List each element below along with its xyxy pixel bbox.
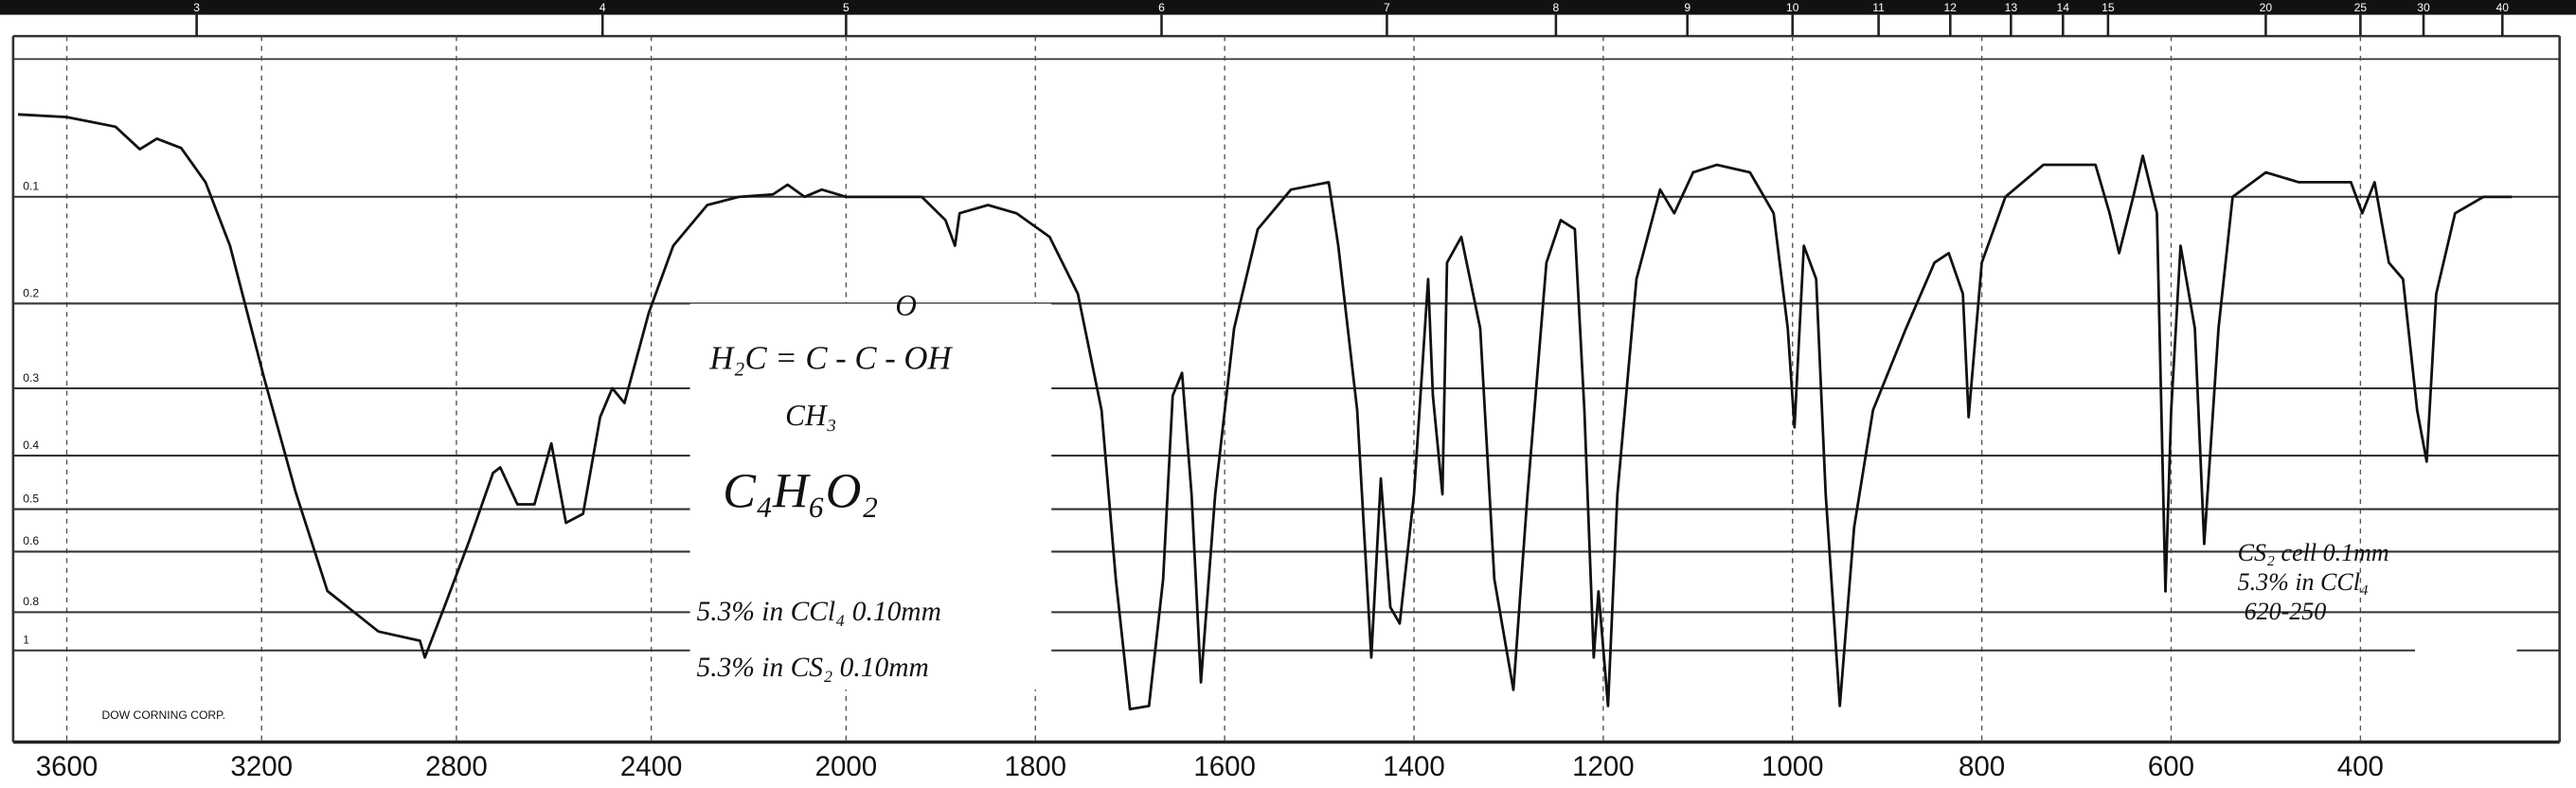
label-patch: [2415, 620, 2517, 736]
x2-tick-label: 6: [1158, 1, 1165, 14]
x-tick-label: 1200: [1572, 751, 1635, 782]
cell-note: 5.3% in CCl₄ 0.10mm: [697, 597, 941, 627]
x2-tick-label: 7: [1384, 1, 1390, 14]
x-tick-label: 3600: [36, 751, 98, 782]
y-tick-label: 0.8: [23, 595, 39, 608]
x2-tick-label: 12: [1944, 1, 1958, 14]
x-tick-label: 600: [2148, 751, 2194, 782]
x2-tick-label: 10: [1786, 1, 1799, 14]
label-box: [689, 303, 1052, 690]
spectrum-line: [18, 113, 2513, 711]
top-band: [0, 0, 2576, 15]
x-tick-label: 1800: [1004, 751, 1066, 782]
x-tick-label: 1000: [1762, 751, 1824, 782]
x2-tick-label: 3: [193, 1, 200, 14]
x2-tick-label: 8: [1553, 1, 1560, 14]
x2-tick-label: 13: [2005, 1, 2018, 14]
formula: H₂C = C - C - OH: [708, 339, 953, 376]
x-tick-label: 1600: [1193, 751, 1256, 782]
x2-tick-label: 14: [2057, 1, 2070, 14]
y-tick-label: 0.6: [23, 534, 39, 547]
cell-note: 5.3% in CCl₄: [2238, 568, 2369, 596]
x2-tick-label: 5: [843, 1, 850, 14]
x-tick-label: 800: [1959, 751, 2005, 782]
y-tick-label: 0.2: [23, 286, 39, 299]
x2-tick-label: 20: [2260, 1, 2273, 14]
x2-tick-label: 4: [599, 1, 606, 14]
maker: DOW CORNING CORP.: [102, 708, 226, 722]
y-tick-label: 0.5: [23, 492, 39, 505]
x2-tick-label: 40: [2496, 1, 2510, 14]
formula-methyl: CH₃: [785, 399, 836, 432]
x-tick-label: 3200: [230, 751, 293, 782]
x2-tick-label: 11: [1872, 1, 1885, 14]
labels: H₂C = C - C - OH O CH₃ C₄H₆O₂ 5.3% in CC…: [23, 1, 2509, 782]
cell-note: CS₂ cell 0.1mm: [2238, 539, 2389, 566]
x2-tick-label: 9: [1684, 1, 1690, 14]
y-tick-label: 1: [23, 634, 29, 647]
y-tick-label: 0.3: [23, 371, 39, 385]
x2-tick-label: 15: [2102, 1, 2115, 14]
x-tick-label: 2000: [815, 751, 878, 782]
x-tick-label: 1400: [1383, 751, 1445, 782]
x-tick-label: 400: [2337, 751, 2384, 782]
cell-note: 5.3% in CS₂ 0.10mm: [697, 653, 929, 683]
molecular-formula: C₄H₆O₂: [723, 464, 878, 518]
x2-tick-label: 30: [2417, 1, 2430, 14]
x2-tick-label: 25: [2354, 1, 2368, 14]
y-tick-label: 0.4: [23, 439, 39, 452]
formula-oxygen: O: [895, 289, 917, 322]
grid: [12, 14, 2560, 743]
x-tick-label: 2400: [620, 751, 683, 782]
x-tick-label: 2800: [425, 751, 488, 782]
range-note: 620-250: [2245, 598, 2327, 625]
trace: [18, 113, 2513, 711]
y-tick-label: 0.1: [23, 180, 39, 193]
